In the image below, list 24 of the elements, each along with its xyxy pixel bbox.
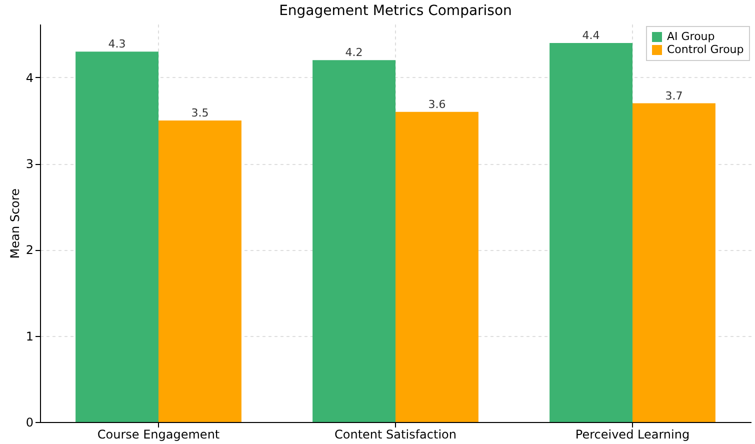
bar <box>396 112 478 422</box>
bar <box>76 52 158 422</box>
chart-title: Engagement Metrics Comparison <box>279 3 512 19</box>
bar <box>550 42 632 422</box>
y-tick-label: 3 <box>26 157 34 172</box>
legend-label: Control Group <box>667 43 744 56</box>
y-tick-label: 1 <box>26 329 34 344</box>
y-axis-title: Mean Score <box>8 188 22 259</box>
bar <box>158 120 242 422</box>
legend-label: AI Group <box>667 30 715 43</box>
data-label: 3.6 <box>428 98 446 111</box>
data-label: 4.3 <box>108 38 126 51</box>
y-tick-label: 2 <box>26 243 34 258</box>
x-tick-label: Course Engagement <box>97 428 220 442</box>
data-label: 3.7 <box>665 89 683 102</box>
data-label: 4.4 <box>582 28 600 42</box>
y-tick-label: 0 <box>26 416 34 430</box>
x-tick-label: Perceived Learning <box>575 428 690 442</box>
data-label: 3.5 <box>191 106 209 120</box>
y-tick-label: 4 <box>26 70 34 85</box>
bar <box>312 60 396 422</box>
data-label: 4.2 <box>345 46 363 60</box>
x-tick-label: Content Satisfaction <box>334 428 456 442</box>
bar <box>632 103 716 422</box>
